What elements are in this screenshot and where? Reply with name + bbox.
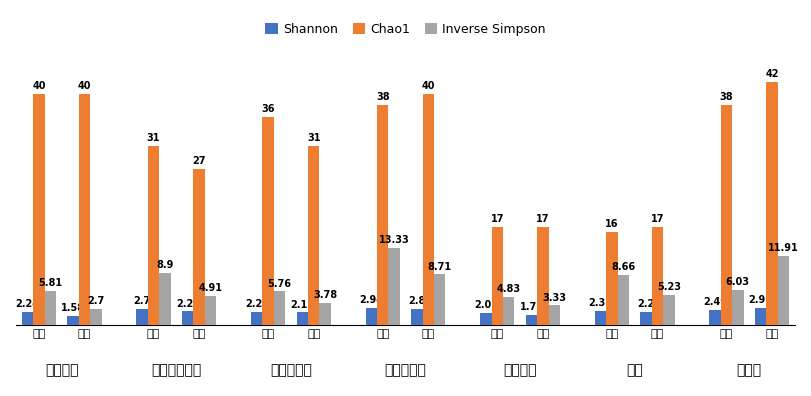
Text: 8.71: 8.71	[427, 261, 452, 272]
Bar	[537, 227, 548, 325]
Bar	[423, 94, 434, 325]
Bar	[263, 117, 274, 325]
Text: 2.49: 2.49	[703, 297, 727, 307]
Bar	[710, 310, 721, 325]
Bar	[388, 248, 400, 325]
Bar	[766, 82, 778, 325]
Text: 3.78: 3.78	[313, 290, 337, 300]
Text: 6.03: 6.03	[726, 277, 750, 287]
Bar	[491, 227, 503, 325]
Text: 4.83: 4.83	[496, 284, 521, 294]
Text: 2.05: 2.05	[474, 300, 498, 310]
Bar	[79, 94, 90, 325]
Bar	[33, 94, 45, 325]
Text: 2.7: 2.7	[134, 296, 151, 306]
Text: 38: 38	[376, 92, 389, 103]
Bar	[366, 308, 377, 325]
Bar	[159, 273, 170, 325]
Bar	[721, 105, 732, 325]
Bar	[297, 312, 308, 325]
Bar	[434, 274, 445, 325]
Bar	[594, 311, 606, 325]
Bar	[274, 291, 285, 325]
Bar	[663, 295, 675, 325]
Text: 2.13: 2.13	[290, 299, 315, 310]
Bar	[320, 303, 331, 325]
Bar	[503, 297, 514, 325]
Text: 2.27: 2.27	[245, 299, 268, 309]
Text: 31: 31	[307, 133, 320, 143]
Bar	[251, 312, 263, 325]
Text: 16: 16	[605, 219, 619, 229]
Bar	[194, 169, 205, 325]
Text: 17: 17	[536, 214, 550, 224]
Bar	[148, 146, 159, 325]
Bar	[778, 256, 789, 325]
Text: 5.76: 5.76	[268, 278, 291, 289]
Text: 40: 40	[78, 81, 92, 91]
Text: 42: 42	[766, 69, 779, 79]
Legend: Shannon, Chao1, Inverse Simpson: Shannon, Chao1, Inverse Simpson	[260, 18, 551, 41]
Bar	[45, 291, 56, 325]
Text: 38: 38	[719, 92, 733, 103]
Text: 5.23: 5.23	[657, 282, 680, 291]
Text: 2.2: 2.2	[637, 299, 654, 309]
Text: 2.7: 2.7	[88, 296, 105, 306]
Text: 1.58: 1.58	[61, 303, 85, 313]
Bar	[90, 309, 101, 325]
Text: 36: 36	[261, 104, 275, 114]
Text: 40: 40	[32, 81, 45, 91]
Bar	[732, 290, 744, 325]
Bar	[182, 312, 194, 325]
Text: 2.92: 2.92	[749, 295, 773, 305]
Text: 8.9: 8.9	[157, 261, 174, 270]
Text: 4.91: 4.91	[199, 284, 222, 293]
Bar	[652, 227, 663, 325]
Text: 17: 17	[650, 214, 664, 224]
Bar	[411, 308, 423, 325]
Text: 2.37: 2.37	[589, 298, 612, 308]
Bar	[67, 316, 79, 325]
Bar	[606, 232, 617, 325]
Bar	[22, 312, 33, 325]
Text: 2.29: 2.29	[176, 299, 200, 308]
Text: 31: 31	[147, 133, 161, 143]
Bar	[548, 305, 560, 325]
Text: 27: 27	[192, 156, 206, 166]
Text: 13.33: 13.33	[379, 235, 410, 245]
Bar	[205, 296, 217, 325]
Bar	[755, 308, 766, 325]
Text: 3.33: 3.33	[543, 293, 566, 303]
Text: 40: 40	[422, 81, 435, 91]
Bar	[641, 312, 652, 325]
Bar	[308, 146, 320, 325]
Text: 2.24: 2.24	[15, 299, 40, 309]
Bar	[377, 105, 388, 325]
Text: 2.8: 2.8	[408, 296, 426, 306]
Text: 5.81: 5.81	[38, 278, 62, 288]
Bar	[617, 275, 629, 325]
Text: 11.91: 11.91	[768, 243, 799, 253]
Text: 1.75: 1.75	[520, 302, 543, 312]
Text: 8.66: 8.66	[611, 262, 635, 272]
Bar	[526, 314, 537, 325]
Bar	[480, 313, 491, 325]
Bar	[136, 309, 148, 325]
Text: 17: 17	[491, 214, 504, 224]
Text: 2.94: 2.94	[359, 295, 384, 305]
